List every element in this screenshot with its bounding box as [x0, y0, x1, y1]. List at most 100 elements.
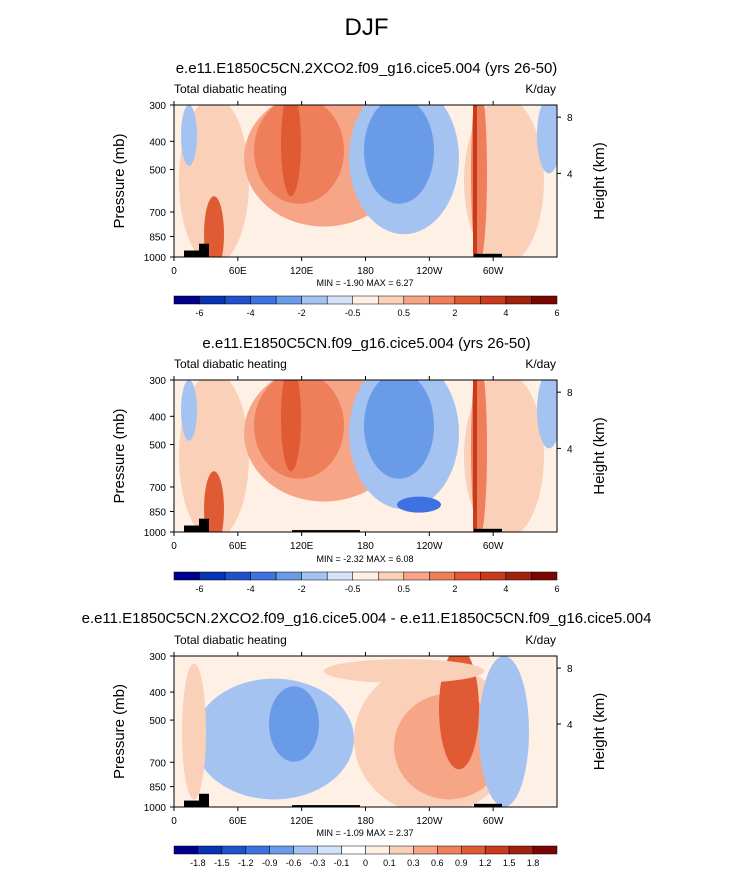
- page-title: DJF: [344, 14, 389, 41]
- colorbar-label: -0.5: [345, 308, 361, 318]
- colorbar-label: -0.9: [262, 858, 278, 868]
- colorbar-swatch: [480, 571, 507, 581]
- field-region: [473, 380, 477, 532]
- colorbar-label: -0.3: [310, 858, 326, 868]
- topography-block: [184, 800, 209, 807]
- y2-tick-label: 8: [567, 664, 573, 675]
- colorbar-label: -1.5: [214, 858, 230, 868]
- y2-axis-label: Height (km): [591, 142, 608, 220]
- panel-1-units-label: K/day: [525, 82, 556, 96]
- x-tick-label: 120E: [290, 541, 314, 552]
- panel-2-title: e.e11.E1850C5CN.f09_g16.cice5.004 (yrs 2…: [202, 335, 531, 352]
- field-region: [473, 105, 477, 257]
- field-region: [181, 380, 197, 441]
- colorbar-swatch: [508, 845, 534, 855]
- y-tick-label: 850: [149, 507, 166, 518]
- colorbar-label: 6: [554, 308, 559, 318]
- colorbar-swatch: [413, 845, 438, 855]
- panel-3-topography: [184, 793, 502, 807]
- colorbar-swatch: [454, 295, 481, 305]
- y2-axis-label: Height (km): [591, 417, 608, 495]
- colorbar-label: 0.9: [455, 858, 468, 868]
- panel-1-minmax: MIN = -1.90 MAX = 6.27: [316, 278, 414, 288]
- colorbar-swatch: [532, 845, 558, 855]
- colorbar-label: -0.6: [286, 858, 302, 868]
- colorbar-label: 1.2: [479, 858, 492, 868]
- panel-1-field: 300 400 500 700 850 1000 Pressure (mb) 8 4 Height…: [111, 101, 608, 318]
- panel-2-units-label: K/day: [525, 357, 556, 371]
- y-axis-label: Pressure (mb): [111, 133, 128, 228]
- x-tick-label: 0: [171, 266, 177, 277]
- field-region: [364, 105, 434, 204]
- colorbar-label: 0: [363, 858, 368, 868]
- colorbar-swatch: [245, 845, 270, 855]
- y2-tick-label: 8: [567, 113, 573, 124]
- panel-2-contours: [174, 380, 557, 532]
- field-region: [397, 496, 441, 513]
- colorbar-label: -2: [298, 584, 306, 594]
- colorbar-label: 2: [452, 584, 457, 594]
- colorbar-swatch: [437, 845, 462, 855]
- y-tick-label: 1000: [144, 253, 167, 264]
- y-tick-label: 850: [149, 232, 166, 243]
- colorbar-label: 0.5: [398, 584, 411, 594]
- y-tick-label: 400: [149, 412, 166, 423]
- field-region: [269, 686, 319, 762]
- panel-2-field: 300 400 500 700 850 1000 Pressure (mb) 8 4 Height…: [111, 376, 608, 594]
- colorbar-swatch: [389, 845, 414, 855]
- x-tick-label: 0: [171, 541, 177, 552]
- panel-2-colorbar: -6 -4 -2 -0.5 0.5 2 4 6: [173, 571, 560, 594]
- y-tick-label: 500: [149, 440, 166, 451]
- colorbar-label: -6: [196, 308, 204, 318]
- panel-2-minmax: MIN = -2.32 MAX = 6.08: [316, 554, 414, 564]
- field-region: [324, 659, 484, 684]
- y-tick-label: 300: [149, 652, 166, 663]
- x-tick-label: 0: [171, 816, 177, 827]
- y-tick-label: 400: [149, 137, 166, 148]
- topography-block: [184, 525, 209, 532]
- colorbar-label: -0.5: [345, 584, 361, 594]
- field-region: [204, 196, 224, 257]
- y-tick-label: 400: [149, 688, 166, 699]
- colorbar-swatch: [505, 571, 532, 581]
- colorbar-swatch: [317, 845, 342, 855]
- colorbar-label: 1.8: [527, 858, 540, 868]
- colorbar-swatch: [484, 845, 510, 855]
- x-tick-label: 60W: [483, 541, 504, 552]
- panel-3-colorbar: -1.8 -1.5 -1.2 -0.9 -0.6 -0.3 -0.1 0 0.1 0.3 0.6 0.…: [173, 845, 558, 868]
- colorbar-label: 0.3: [407, 858, 420, 868]
- colorbar-label: 6: [554, 584, 559, 594]
- colorbar-label: 1.5: [503, 858, 516, 868]
- colorbar-swatch: [301, 571, 328, 581]
- colorbar-label: 2: [452, 308, 457, 318]
- y-axis-label: Pressure (mb): [111, 684, 128, 779]
- x-tick-label: 120W: [416, 816, 443, 827]
- topography-block: [199, 518, 209, 532]
- field-region: [364, 380, 434, 479]
- y2-tick-label: 4: [567, 720, 573, 731]
- colorbar-label: -6: [196, 584, 204, 594]
- colorbar-swatch: [378, 295, 405, 305]
- colorbar-label: 0.6: [431, 858, 444, 868]
- y2-axis-label: Height (km): [591, 693, 608, 771]
- panel-2-topography: [184, 518, 502, 532]
- x-tick-label: 180: [357, 266, 374, 277]
- topography-block: [199, 793, 209, 807]
- colorbar-label: -4: [247, 584, 255, 594]
- colorbar-swatch: [352, 295, 379, 305]
- colorbar-swatch: [429, 295, 456, 305]
- y-tick-label: 850: [149, 783, 166, 794]
- colorbar-swatch: [197, 845, 223, 855]
- colorbar-swatch: [505, 295, 532, 305]
- y-tick-label: 500: [149, 165, 166, 176]
- colorbar-swatch: [326, 571, 353, 581]
- y-tick-label: 300: [149, 101, 166, 112]
- y-axis-label: Pressure (mb): [111, 408, 128, 503]
- y2-tick-label: 4: [567, 444, 573, 455]
- colorbar-swatch: [269, 845, 294, 855]
- colorbar-swatch: [301, 295, 328, 305]
- colorbar-swatch: [250, 295, 277, 305]
- y-tick-label: 700: [149, 208, 166, 219]
- colorbar-swatch: [173, 571, 200, 581]
